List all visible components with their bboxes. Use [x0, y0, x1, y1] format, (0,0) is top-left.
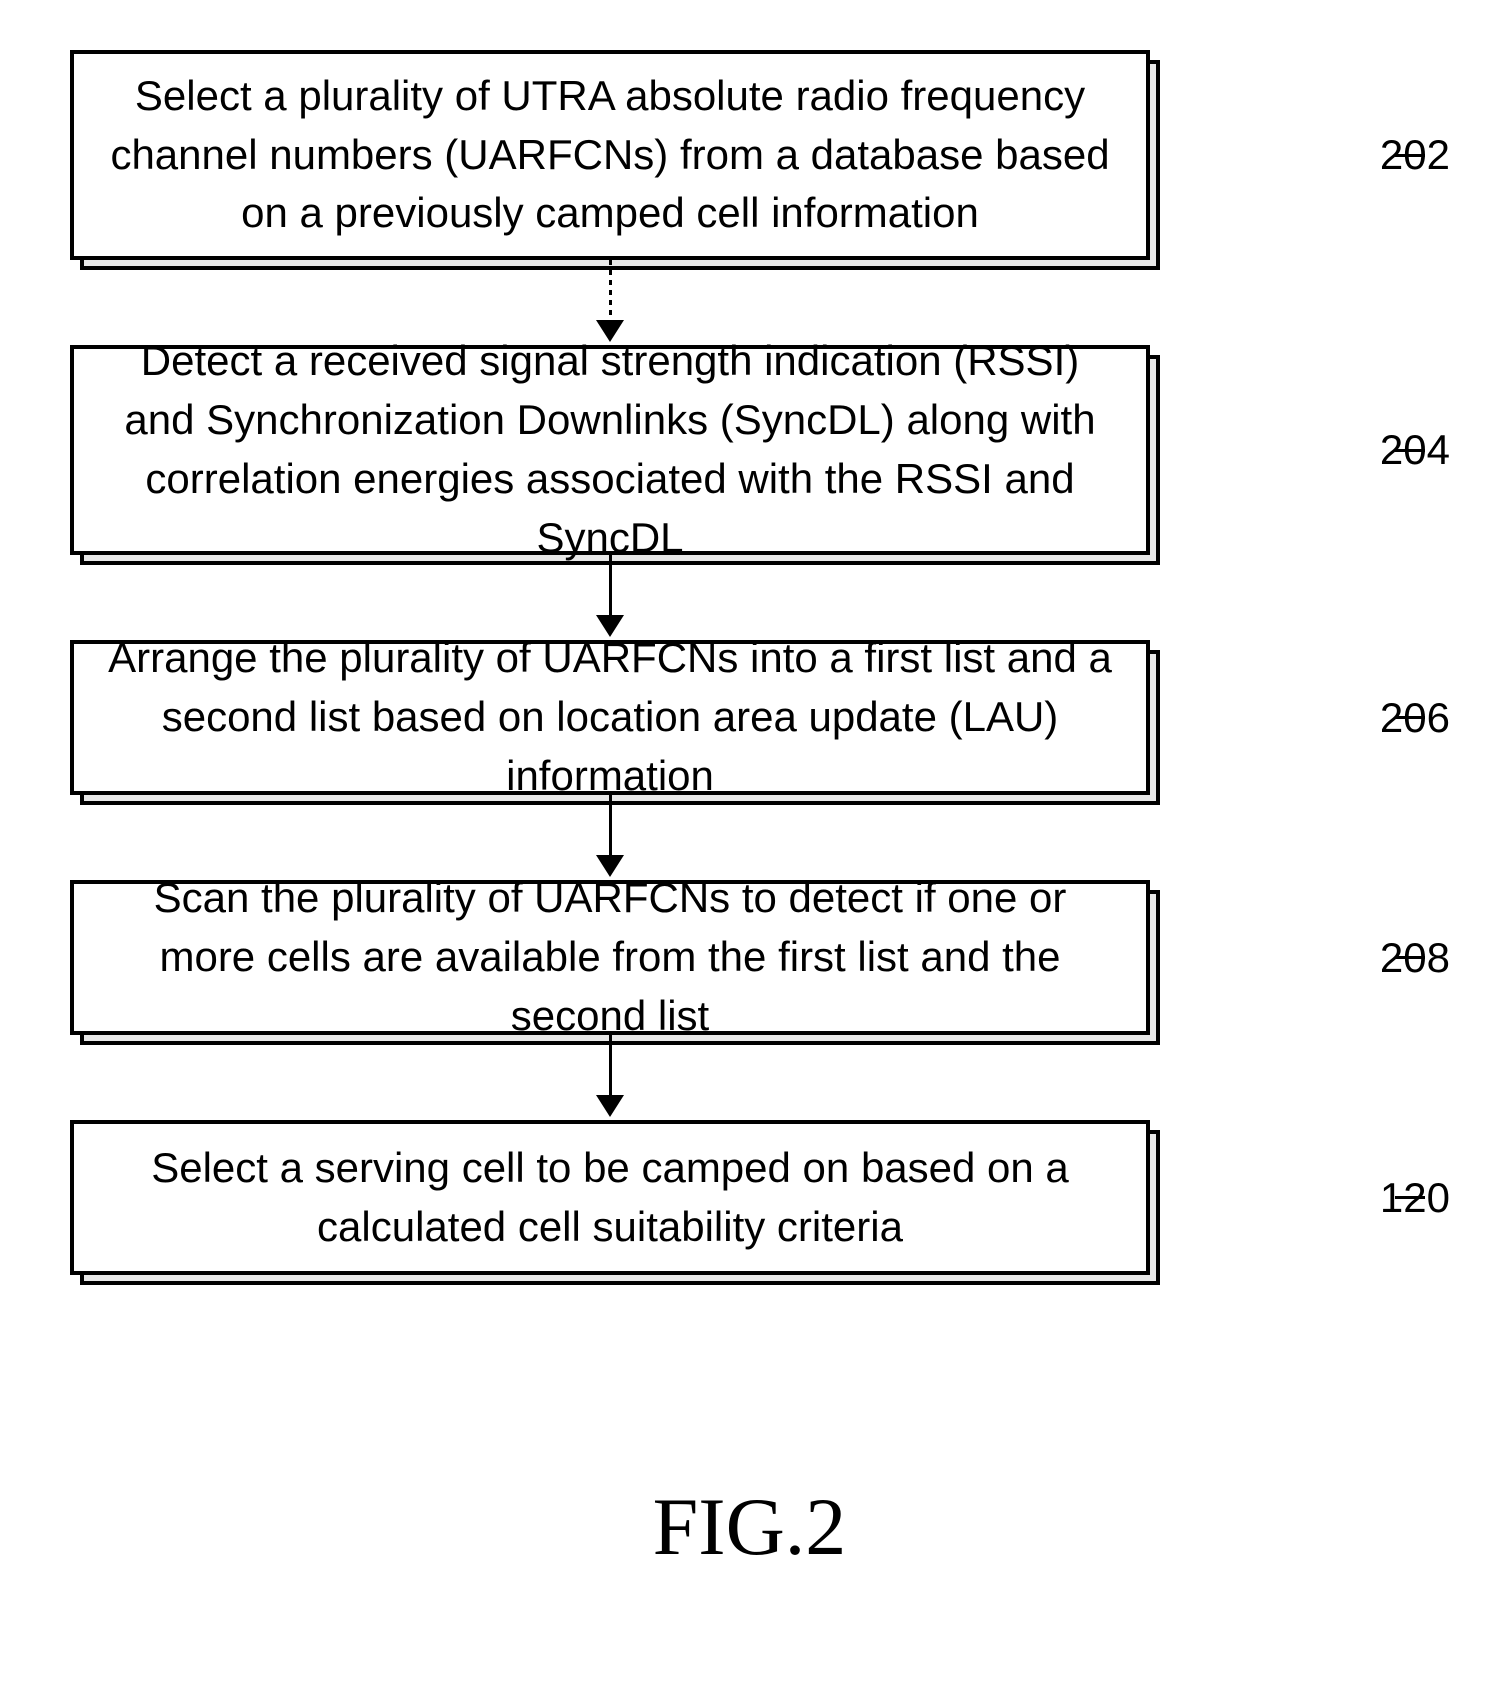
flowchart-box: Select a serving cell to be camped on ba… [70, 1120, 1150, 1275]
arrow-down-icon [596, 1095, 624, 1117]
step-text: Scan the plurality of UARFCNs to detect … [104, 869, 1116, 1045]
step-label: 206 [1380, 694, 1450, 742]
flowchart-connector [70, 795, 1150, 880]
step-label: 208 [1380, 934, 1450, 982]
figure-caption-text: FIG.2 [653, 1481, 847, 1572]
connector-line [609, 1035, 612, 1095]
connector-line [609, 555, 612, 615]
flowchart-box: Detect a received signal strength indica… [70, 345, 1150, 555]
step-label: 202 [1380, 131, 1450, 179]
step-text: Select a serving cell to be camped on ba… [104, 1139, 1116, 1257]
flowchart-connector [70, 1035, 1150, 1120]
flowchart-step: Scan the plurality of UARFCNs to detect … [70, 880, 1330, 1035]
figure-caption: FIG.2 [0, 1480, 1499, 1574]
connector-line [609, 260, 612, 320]
step-label: 204 [1380, 426, 1450, 474]
flowchart-step: Select a plurality of UTRA absolute radi… [70, 50, 1330, 260]
connector-line [609, 795, 612, 855]
step-text: Select a plurality of UTRA absolute radi… [104, 67, 1116, 243]
step-label: 120 [1380, 1174, 1450, 1222]
step-text: Arrange the plurality of UARFCNs into a … [104, 629, 1116, 805]
step-text: Detect a received signal strength indica… [104, 332, 1116, 567]
flowchart-step: Arrange the plurality of UARFCNs into a … [70, 640, 1330, 795]
flowchart-box: Scan the plurality of UARFCNs to detect … [70, 880, 1150, 1035]
flowchart-container: Select a plurality of UTRA absolute radi… [70, 50, 1330, 1275]
flowchart-step: Select a serving cell to be camped on ba… [70, 1120, 1330, 1275]
flowchart-connector [70, 555, 1150, 640]
flowchart-step: Detect a received signal strength indica… [70, 345, 1330, 555]
flowchart-box: Select a plurality of UTRA absolute radi… [70, 50, 1150, 260]
flowchart-box: Arrange the plurality of UARFCNs into a … [70, 640, 1150, 795]
